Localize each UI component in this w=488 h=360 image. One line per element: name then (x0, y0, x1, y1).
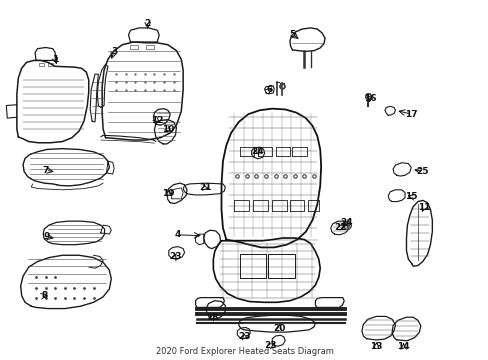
Text: 19: 19 (162, 189, 175, 198)
Text: 8: 8 (41, 291, 47, 300)
Text: 18: 18 (205, 314, 218, 323)
Text: 24: 24 (339, 218, 352, 227)
Text: 17: 17 (404, 110, 417, 119)
Text: 20: 20 (272, 324, 285, 333)
Text: 2020 Ford Explorer Heated Seats Diagram: 2020 Ford Explorer Heated Seats Diagram (155, 347, 333, 356)
Text: 24: 24 (251, 147, 264, 156)
Bar (146, 45, 154, 49)
Text: 23: 23 (238, 332, 250, 341)
Bar (48, 63, 53, 66)
Text: 3: 3 (111, 47, 117, 56)
Text: 15: 15 (404, 192, 417, 201)
Bar (130, 45, 138, 49)
Text: 7: 7 (42, 166, 49, 175)
Text: 11: 11 (417, 203, 429, 212)
Text: 10: 10 (162, 125, 174, 134)
Text: 14: 14 (396, 342, 409, 351)
Text: 12: 12 (151, 116, 163, 125)
Text: 21: 21 (199, 183, 211, 192)
Text: 22: 22 (333, 222, 346, 231)
Bar (40, 63, 44, 66)
Text: 6: 6 (266, 85, 272, 94)
Text: 1: 1 (52, 55, 58, 64)
Text: 13: 13 (369, 342, 382, 351)
Text: 9: 9 (44, 232, 50, 241)
Text: 2: 2 (144, 19, 150, 28)
Text: 16: 16 (363, 94, 376, 103)
Text: 4: 4 (174, 230, 180, 239)
Text: 23: 23 (264, 341, 277, 350)
Text: 25: 25 (416, 167, 428, 176)
Text: 5: 5 (289, 30, 295, 39)
Text: 23: 23 (168, 252, 181, 261)
